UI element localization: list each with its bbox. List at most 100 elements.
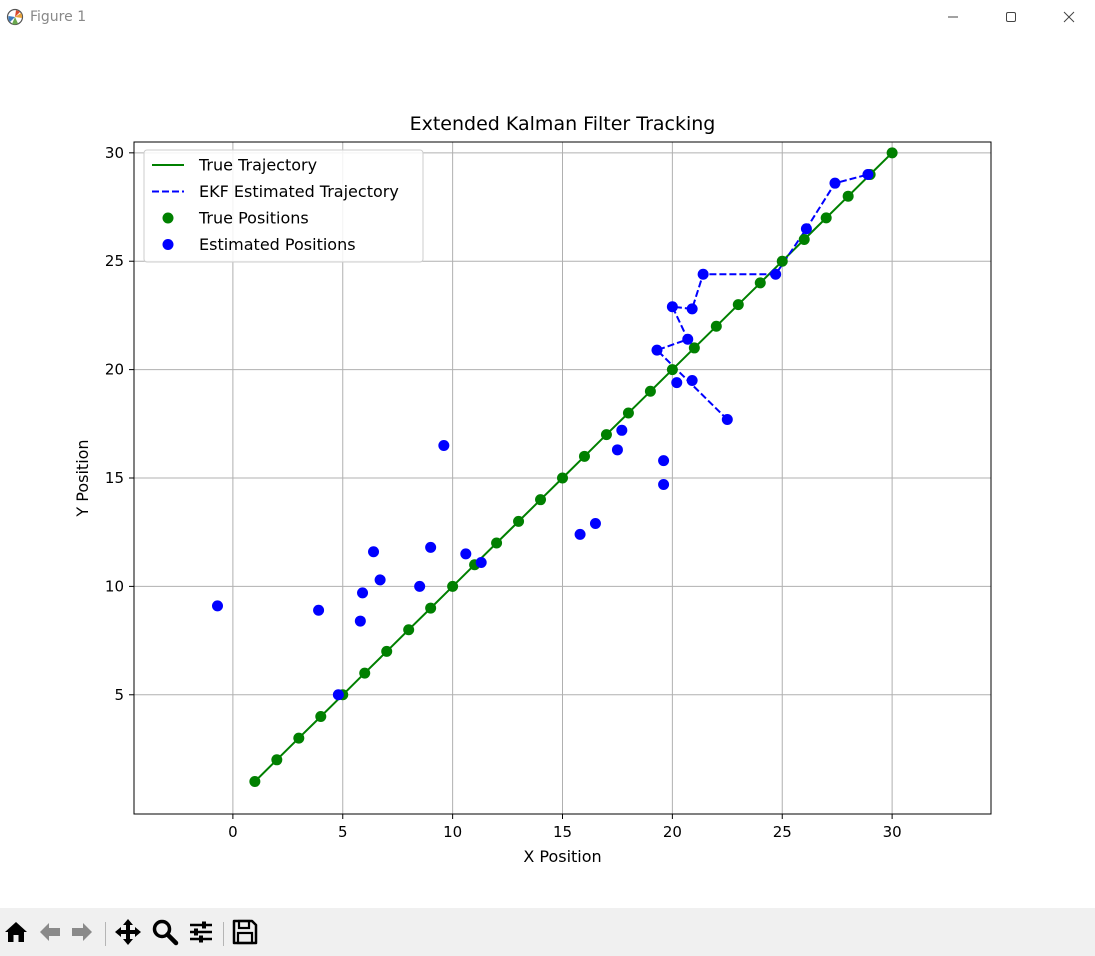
true-position-point (491, 537, 503, 549)
true-position-point (776, 255, 788, 267)
true-position-point (600, 429, 612, 441)
true-position-point (886, 147, 898, 159)
legend-box (143, 149, 424, 263)
home-button[interactable] (2, 918, 30, 946)
estimated-position-point (686, 374, 698, 386)
estimated-position-point (414, 580, 426, 592)
y-axis-label: Y Position (73, 439, 92, 517)
y-tick-label: 5 (114, 686, 124, 704)
save-button[interactable] (231, 918, 259, 946)
maximize-icon (1006, 12, 1016, 22)
back-button[interactable] (36, 918, 64, 946)
y-tick-label: 10 (105, 577, 124, 595)
true-position-point (315, 710, 327, 722)
x-tick-label: 15 (553, 823, 572, 841)
maximize-button[interactable] (982, 0, 1040, 34)
series-layer (212, 147, 898, 787)
estimated-position-point (800, 223, 812, 235)
x-tick-label: 0 (228, 823, 238, 841)
y-tick-label: 15 (105, 469, 124, 487)
forward-button[interactable] (68, 918, 96, 946)
estimated-position-point (475, 557, 487, 569)
true-position-point (513, 515, 525, 527)
chart: 0 5 10 15 20 25 30 5 10 15 20 25 30 Extended Kalman … (73, 113, 992, 866)
x-tick-label: 25 (773, 823, 792, 841)
x-tick-label: 5 (338, 823, 348, 841)
true-position-point (425, 602, 437, 614)
estimated-position-point (374, 574, 386, 586)
window-titlebar: Figure 1 (0, 0, 1095, 36)
legend-label: True Positions (198, 209, 309, 228)
true-position-point (403, 624, 415, 636)
toolbar-separator (105, 922, 106, 946)
home-icon (5, 922, 27, 942)
true-position-point (842, 190, 854, 202)
estimated-position-point (313, 604, 325, 616)
true-position-point (535, 494, 547, 506)
estimated-position-point (368, 546, 380, 558)
estimated-position-point (721, 413, 733, 425)
estimated-position-point (658, 455, 670, 467)
pan-button[interactable] (114, 918, 142, 946)
estimated-position-point (829, 177, 841, 189)
close-icon (1063, 11, 1075, 23)
close-button[interactable] (1040, 0, 1095, 34)
toolbar-separator (223, 922, 224, 946)
true-position-point (754, 277, 766, 289)
legend-label: Estimated Positions (199, 235, 356, 254)
y-tick-label: 20 (105, 361, 124, 379)
window-title: Figure 1 (30, 9, 87, 25)
legend: True Trajectory EKF Estimated Trajectory T… (143, 149, 424, 263)
configure-subplots-button[interactable] (187, 918, 215, 946)
estimated-position-point (770, 268, 782, 280)
true-position-point (688, 342, 700, 354)
x-tick-label: 30 (883, 823, 902, 841)
back-icon (40, 923, 60, 941)
legend-label: EKF Estimated Trajectory (199, 182, 399, 201)
y-tick-label: 25 (105, 252, 124, 270)
true-position-point (798, 234, 810, 246)
axis-ticks: 0 5 10 15 20 25 30 5 10 15 20 25 30 (105, 144, 902, 841)
estimated-position-point (686, 303, 698, 315)
estimated-position-point (616, 424, 628, 436)
estimated-position-point (666, 301, 678, 313)
estimated-position-point (658, 479, 670, 491)
minimize-icon (948, 16, 958, 18)
y-tick-label: 30 (105, 144, 124, 162)
zoom-button[interactable] (151, 918, 179, 946)
true-position-point (447, 580, 459, 592)
estimated-position-point (332, 689, 344, 701)
estimated-position-point (460, 548, 472, 560)
estimated-position-point (697, 268, 709, 280)
estimated-position-point (589, 518, 601, 530)
legend-label: True Trajectory (198, 156, 317, 175)
figure-canvas: 0 5 10 15 20 25 30 5 10 15 20 25 30 Extended Kalman … (0, 36, 1095, 908)
x-tick-label: 20 (663, 823, 682, 841)
true-position-point (666, 364, 678, 376)
save-icon (232, 919, 258, 945)
legend-marker (162, 212, 174, 224)
true-position-point (622, 407, 634, 419)
x-axis-label: X Position (523, 847, 601, 866)
true-position-point (732, 299, 744, 311)
true-position-point (359, 667, 371, 679)
x-tick-label: 10 (443, 823, 462, 841)
ekf-estimated-trajectory-line (655, 173, 869, 421)
true-position-point (578, 450, 590, 462)
forward-icon (72, 923, 92, 941)
true-position-point (381, 645, 393, 657)
configure-subplots-icon (190, 921, 212, 943)
zoom-icon (152, 919, 179, 946)
estimated-position-point (611, 444, 623, 456)
estimated-position-point (425, 541, 437, 553)
true-position-point (644, 385, 656, 397)
true-position-point (293, 732, 305, 744)
true-position-point (557, 472, 568, 484)
estimated-position-point (354, 615, 366, 627)
true-position-point (249, 775, 261, 787)
true-position-point (710, 320, 722, 332)
matplotlib-icon (6, 8, 24, 26)
estimated-position-point (357, 587, 369, 599)
pan-icon (115, 919, 141, 945)
minimize-button[interactable] (924, 0, 982, 34)
